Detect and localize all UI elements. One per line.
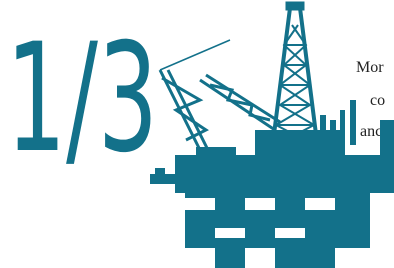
page: 1/3 Mor co anc (0, 0, 394, 268)
body-line: anc (360, 123, 382, 140)
oil-rig (150, 2, 394, 268)
infographic: 1/3 Mor co anc (0, 0, 394, 268)
body-line: co (370, 92, 385, 109)
body-line: Mor (356, 59, 384, 76)
fraction: 1/3 (6, 12, 158, 186)
